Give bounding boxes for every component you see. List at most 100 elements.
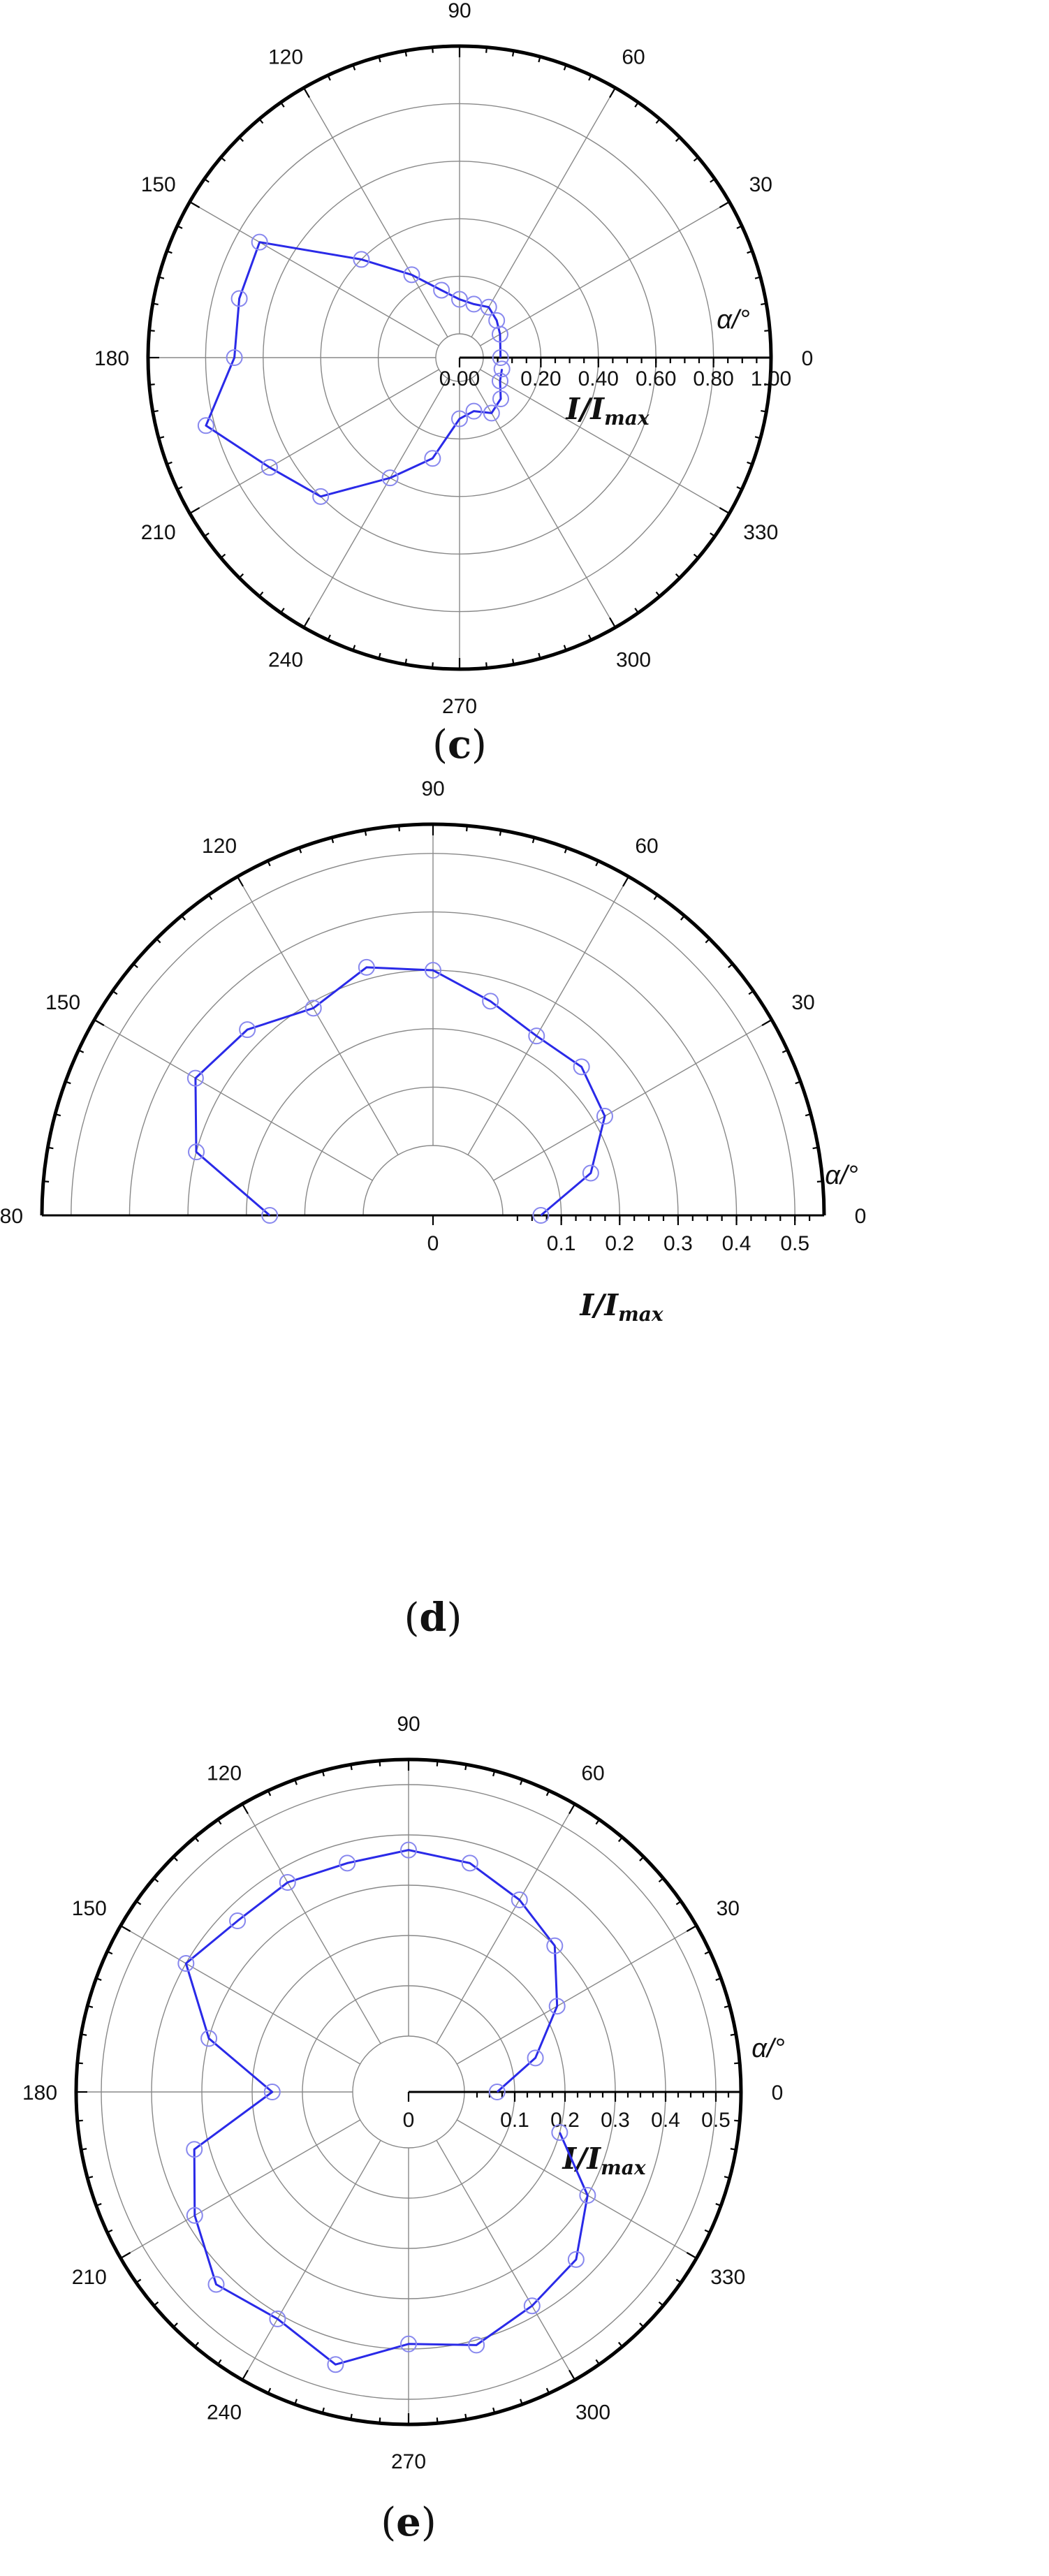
outer-tick bbox=[724, 2176, 731, 2179]
outer-tick bbox=[352, 645, 356, 651]
data-point bbox=[381, 469, 399, 487]
outer-tick bbox=[107, 2229, 113, 2234]
outer-tick bbox=[754, 436, 761, 439]
data-point bbox=[400, 1841, 417, 1859]
radius-axis-title-main: I/I bbox=[579, 1288, 619, 1322]
outer-tick bbox=[166, 461, 173, 465]
outer-tick bbox=[294, 2399, 298, 2405]
outer-tick bbox=[238, 136, 244, 142]
data-point bbox=[488, 312, 506, 329]
outer-tick bbox=[622, 876, 629, 887]
outer-tick bbox=[705, 938, 710, 944]
angle-tick-label: 240 bbox=[268, 648, 303, 671]
outer-tick bbox=[693, 156, 699, 162]
outer-tick bbox=[135, 1901, 142, 1905]
outer-tick bbox=[520, 2399, 523, 2405]
data-point bbox=[465, 402, 483, 420]
data-point bbox=[511, 1891, 528, 1908]
angle-axis-title: α/° bbox=[825, 1161, 858, 1190]
outer-tick bbox=[194, 2341, 200, 2348]
outer-tick bbox=[680, 915, 685, 921]
outer-tick bbox=[764, 330, 770, 332]
data-point bbox=[451, 410, 468, 427]
outer-tick bbox=[464, 2413, 467, 2420]
grid-spoke bbox=[456, 1925, 697, 2065]
grid-spoke bbox=[242, 1803, 381, 2044]
radius-tick-label: 0.20 bbox=[520, 367, 561, 390]
outer-tick bbox=[189, 201, 200, 208]
outer-tick bbox=[220, 156, 226, 162]
caption-close-paren: ) bbox=[421, 2500, 437, 2545]
data-point bbox=[186, 2141, 203, 2158]
data-point bbox=[186, 2207, 203, 2224]
data-point bbox=[528, 1027, 545, 1045]
outer-tick bbox=[379, 2417, 381, 2424]
outer-tick bbox=[220, 553, 226, 559]
data-point bbox=[400, 2335, 417, 2352]
radius-axis-title: I/Imax bbox=[565, 392, 649, 430]
outer-tick bbox=[303, 617, 310, 628]
outer-tick bbox=[378, 652, 381, 659]
data-point bbox=[492, 349, 509, 366]
angle-tick-label: 90 bbox=[397, 1713, 420, 1736]
grid-spoke bbox=[120, 1925, 361, 2065]
outer-tick bbox=[280, 608, 285, 613]
outer-tick bbox=[294, 1779, 298, 1785]
radius-tick-label: 0.00 bbox=[439, 367, 480, 390]
grid-spoke bbox=[480, 201, 730, 346]
outer-tick bbox=[242, 1803, 249, 1815]
data-point bbox=[488, 2084, 506, 2100]
outer-tick bbox=[675, 573, 681, 579]
outer-tick bbox=[634, 102, 639, 108]
outer-tick bbox=[816, 1180, 823, 1183]
outer-tick bbox=[609, 617, 616, 628]
outer-tick bbox=[173, 2322, 178, 2328]
grid-spoke bbox=[303, 87, 448, 337]
outer-tick bbox=[181, 915, 186, 921]
outer-tick bbox=[303, 87, 310, 98]
grid-spoke bbox=[493, 1019, 772, 1181]
outer-tick bbox=[595, 1819, 600, 1825]
angle-tick-label: 330 bbox=[743, 521, 778, 544]
outer-tick bbox=[173, 1856, 178, 1861]
outer-tick bbox=[112, 990, 118, 995]
data-point bbox=[582, 1164, 599, 1182]
caption-close-paren: ) bbox=[447, 1595, 462, 1641]
data-point bbox=[177, 1955, 195, 1972]
outer-tick bbox=[520, 1779, 523, 1785]
caption-open-paren: ( bbox=[381, 2500, 396, 2545]
outer-tick bbox=[764, 383, 770, 386]
data-point bbox=[546, 1937, 564, 1954]
caption-open-paren: ( bbox=[404, 1595, 420, 1641]
data-point bbox=[523, 2297, 541, 2315]
outer-tick bbox=[617, 2341, 623, 2348]
outer-tick bbox=[658, 2301, 664, 2306]
outer-tick bbox=[321, 2407, 325, 2414]
outer-tick bbox=[563, 64, 567, 71]
data-point bbox=[433, 281, 450, 299]
angle-tick-label: 210 bbox=[141, 521, 176, 544]
outer-tick bbox=[568, 1803, 575, 1815]
outer-tick bbox=[588, 75, 592, 81]
data-point bbox=[492, 390, 510, 408]
outer-tick bbox=[238, 573, 244, 579]
radius-tick-label: 0 bbox=[403, 2109, 415, 2132]
outer-tick bbox=[747, 250, 753, 254]
outer-tick bbox=[327, 75, 331, 81]
data-point bbox=[353, 251, 370, 268]
outer-tick bbox=[568, 2369, 575, 2380]
data-point bbox=[527, 2049, 544, 2067]
outer-tick bbox=[639, 2322, 645, 2328]
polar-chart-e: 0 0.1 0.2 0.3 0.4 0.5 0 30 60 90 120 150 180 210 240 27… bbox=[22, 1713, 785, 2545]
caption-letter: d bbox=[419, 1595, 446, 1641]
data-point bbox=[327, 2356, 344, 2373]
angle-tick-label: 60 bbox=[635, 835, 658, 858]
angle-tick-label: 210 bbox=[72, 2266, 107, 2289]
outer-tick bbox=[655, 118, 661, 124]
angle-tick-label: 0 bbox=[802, 347, 814, 370]
figure-caption: (e) bbox=[381, 2499, 436, 2545]
outer-tick bbox=[432, 662, 434, 668]
outer-tick bbox=[564, 847, 568, 854]
data-point bbox=[579, 2187, 596, 2204]
